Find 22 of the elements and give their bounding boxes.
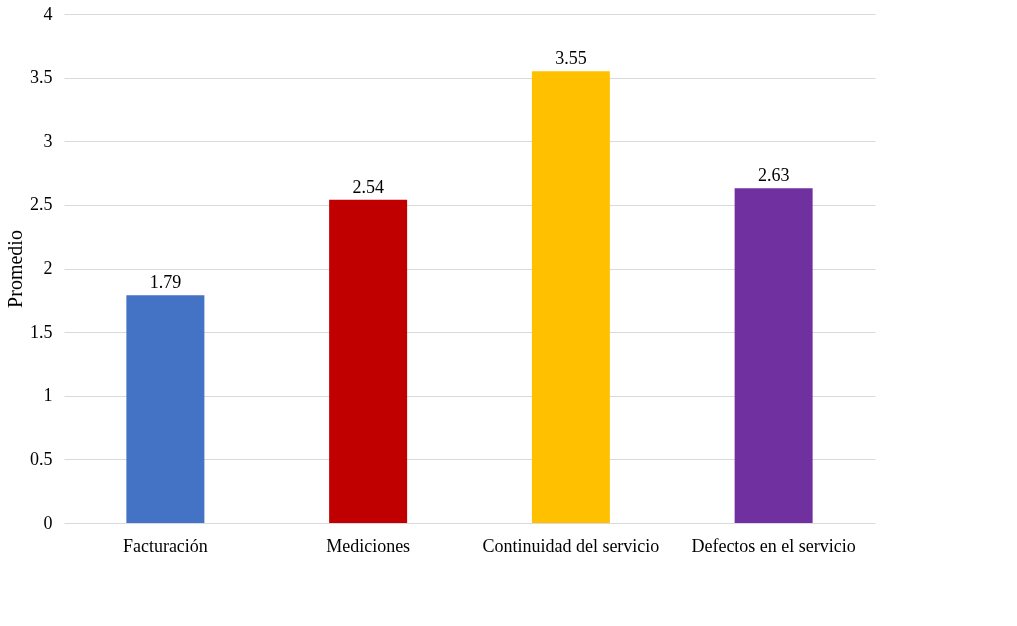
x-tick-label: Facturación [122,535,208,556]
bar [734,188,813,523]
y-tick-label: 2 [43,258,53,278]
y-tick-label: 1 [43,385,53,406]
y-tick-label: 3.5 [30,67,53,88]
y-tick-label: 0 [43,512,53,533]
y-tick-label: 4 [43,3,53,24]
y-axis-title: Promedio [4,230,26,308]
y-tick-label: 3 [43,130,53,151]
x-tick-label: Defectos en el servicio [691,535,856,556]
y-tick-label: 0.5 [30,448,53,469]
x-tick-label: Mediciones [326,535,411,556]
x-tick-label: Continuidad del servicio [482,535,660,556]
data-label: 1.79 [149,272,182,293]
data-label: 3.55 [555,48,587,69]
data-label: 2.63 [757,165,790,186]
bar [126,295,205,523]
y-tick-label: 1.5 [30,321,53,342]
data-label: 2.54 [352,176,384,197]
y-tick-label: 2.5 [30,194,53,215]
bar [329,199,408,523]
bar [531,71,610,523]
